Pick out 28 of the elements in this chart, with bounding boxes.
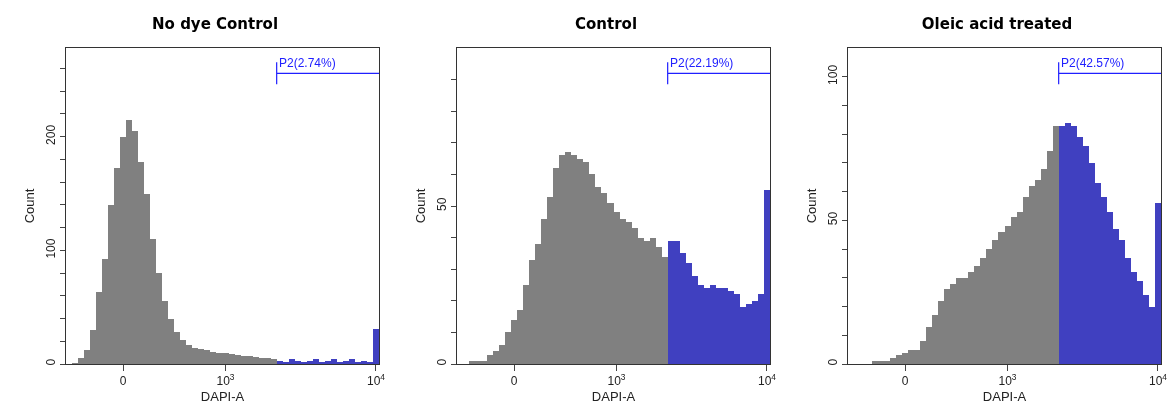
x-tick-label: 10$^{3}$ (998, 372, 1017, 389)
x-tick-label: 0 (510, 374, 518, 389)
y-tick-label: 50 (826, 211, 841, 226)
x-tick-label: 10$^{4}$ (366, 372, 386, 389)
y-axis-title: Count (22, 188, 38, 224)
y-tick-label: 0 (44, 358, 59, 366)
y-tick-label: 100 (826, 64, 841, 85)
x-tick-label: 0 (119, 374, 127, 389)
x-tick-label: 10$^{4}$ (757, 372, 777, 389)
chart-title: Oleic acid treated (921, 15, 1073, 34)
x-tick-label: 10$^{3}$ (607, 372, 626, 389)
annotation: P2(22.19%) (670, 56, 734, 70)
annotation: P2(2.74%) (279, 56, 336, 70)
y-axis-title: Count (413, 188, 429, 224)
x-tick-label: 10$^{3}$ (216, 372, 235, 389)
chart-title: Control (575, 15, 638, 34)
y-tick-label: 0 (826, 358, 841, 366)
x-axis-title: DAPI-A (591, 389, 636, 404)
annotation: P2(42.57%) (1061, 56, 1125, 70)
y-tick-label: 200 (44, 124, 59, 145)
x-axis-title: DAPI-A (200, 389, 245, 404)
y-tick-label: 50 (435, 197, 450, 211)
x-tick-label: 0 (901, 374, 909, 389)
x-axis-title: DAPI-A (982, 389, 1027, 404)
x-tick-label: 10$^{4}$ (1148, 372, 1168, 389)
y-axis-title: Count (804, 188, 820, 224)
chart-title: No dye Control (152, 15, 279, 34)
y-tick-label: 100 (44, 238, 59, 259)
